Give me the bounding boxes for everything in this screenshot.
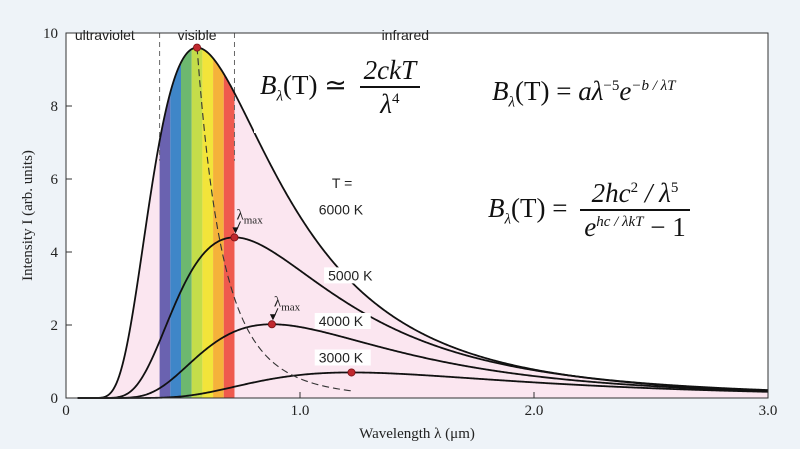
formula-num-sup-2: 5	[670, 180, 679, 196]
y-tick-label: 8	[51, 99, 59, 115]
formula-lhs-arg: (T) ≃	[283, 69, 347, 100]
y-axis-label: Intensity I (arb. units)	[20, 150, 36, 281]
region-label: ultraviolet	[75, 27, 135, 43]
series-label: 4000 K	[319, 313, 364, 329]
visible-band	[213, 58, 224, 398]
visible-band	[191, 47, 203, 398]
formula-den-text: λ	[380, 89, 392, 120]
labels: Wavelength λ (μm) Intensity I (arb. units…	[20, 27, 475, 442]
x-tick-label: 1.0	[291, 403, 310, 419]
lambda-max-sub: max	[281, 301, 300, 313]
peak-marker-3000k	[347, 368, 356, 377]
series-label-bg	[314, 349, 371, 366]
formula-sup-1: −5	[603, 78, 620, 94]
x-axis-label: Wavelength λ (μm)	[359, 426, 475, 442]
temperature-header: T =	[332, 175, 352, 191]
formula-lhs: B	[260, 69, 277, 100]
formula-lhs-sub: λ	[508, 94, 516, 111]
region-label: infrared	[382, 27, 429, 43]
formula-sup-2: −b / λT	[631, 78, 676, 94]
peak-marker-4000k	[267, 320, 276, 329]
formula-lhs: B	[488, 192, 505, 223]
formula-num-text: 2ckT	[363, 55, 417, 85]
formula-lhs-sub: λ	[504, 211, 512, 228]
y-tick-label: 6	[51, 172, 59, 188]
formula-num-text: 2hc	[591, 178, 631, 208]
curve-3000k	[77, 371, 769, 399]
series-label: 6000 K	[319, 202, 364, 218]
formula-body: aλ	[578, 76, 604, 106]
y-tick-label: 10	[43, 26, 58, 42]
lambda-max-arrowhead	[232, 227, 239, 234]
fill-layer	[77, 47, 768, 398]
curves	[77, 46, 769, 399]
y-tick-label: 2	[51, 318, 59, 334]
planck-formula: Bλ(T) = 2hc2 / λ5 ehc / λkT − 1	[488, 178, 690, 243]
formula-den-sup: hc / λkT	[596, 214, 644, 231]
wien-box	[484, 66, 729, 124]
planck-box	[484, 172, 729, 256]
wien-locus	[193, 43, 356, 392]
series-label-bg	[324, 267, 381, 284]
region-dividers	[159, 33, 235, 161]
formula-lhs-arg: (T) =	[511, 192, 568, 223]
formula-num-sup: 2	[630, 180, 639, 196]
area-fill	[77, 47, 768, 398]
peak-marker-5000k	[230, 233, 239, 242]
axes: 0 2 4 6 8 10 0 1.0 2.0 3.0	[43, 26, 777, 419]
lambda-max-arrowhead	[269, 314, 276, 321]
region-label: visible	[178, 27, 217, 43]
plot-frame	[65, 32, 769, 399]
visible-bands	[159, 47, 235, 399]
formula-den-sup: 4	[391, 91, 400, 108]
visible-band	[170, 62, 181, 399]
formula-fraction: 2ckT λ4	[359, 55, 421, 120]
y-tick-label: 0	[51, 391, 59, 407]
visible-band	[180, 49, 192, 399]
series-label: 5000 K	[328, 267, 373, 283]
rayleigh-jeans-box	[254, 49, 453, 133]
curve-5000k	[77, 236, 769, 399]
visible-band	[159, 92, 171, 399]
formula-fraction: 2hc2 / λ5 ehc / λkT − 1	[580, 178, 690, 243]
y-tick-label: 4	[51, 245, 59, 261]
formula-denominator: λ4	[360, 88, 420, 120]
formula-numerator: 2ckT	[359, 55, 421, 89]
formula-lhs: B	[492, 76, 509, 106]
curve-4000k	[77, 323, 769, 399]
formula-denominator: ehc / λkT − 1	[580, 211, 690, 243]
x-tick-label: 0	[62, 403, 70, 419]
wien-locus-line	[196, 47, 352, 392]
x-tick-label: 3.0	[759, 403, 778, 419]
formula-lhs-sub: λ	[276, 88, 284, 105]
formula-numerator: 2hc2 / λ5	[580, 178, 690, 212]
series-label: 3000 K	[319, 350, 364, 366]
series-label-bg	[314, 313, 371, 329]
formula-lhs-arg: (T) =	[515, 76, 579, 106]
series-label-bg	[314, 201, 371, 218]
formula-e: e	[619, 76, 632, 106]
formula-den-tail: − 1	[643, 212, 686, 243]
rayleigh-jeans-formula: Bλ(T) ≃ 2ckT λ4	[260, 55, 421, 120]
visible-band	[223, 73, 235, 399]
peak-marker-6000k	[193, 43, 202, 52]
wien-formula: Bλ(T) = aλ−5e−b / λT	[492, 76, 676, 111]
formula-den-e: e	[584, 212, 597, 243]
formula-num-tail: / λ	[638, 178, 671, 208]
x-tick-label: 2.0	[525, 403, 544, 419]
lambda-max-sub: max	[244, 214, 263, 226]
